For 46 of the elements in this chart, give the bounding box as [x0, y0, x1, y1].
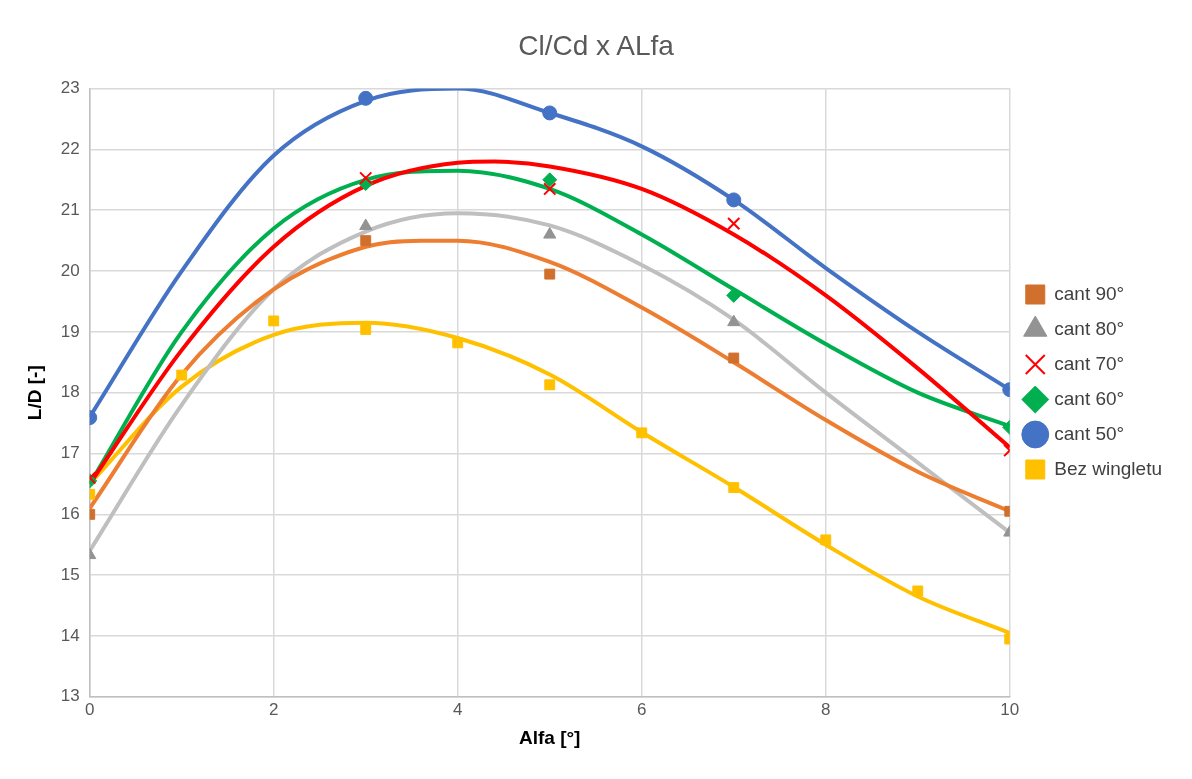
point [728, 482, 740, 494]
legend-label: cant 60° [1054, 387, 1125, 409]
y-tick-label: 23 [60, 78, 80, 98]
point [543, 182, 557, 196]
point [542, 105, 558, 121]
y-tick-label: 13 [60, 686, 80, 706]
x-tick-label: 0 [84, 699, 95, 719]
x-tick-label: 10 [1000, 699, 1020, 719]
point [727, 216, 741, 231]
y-tick-label: 15 [60, 564, 80, 584]
point [268, 315, 280, 327]
point [726, 192, 742, 208]
legend-label: Bez wingletu [1054, 457, 1163, 479]
y-axis-title: L/D [-] [23, 365, 45, 421]
point [728, 352, 740, 364]
chart-title: Cl/Cd x ALfa [518, 29, 675, 61]
point [544, 379, 556, 391]
y-tick-label: 14 [60, 625, 80, 645]
y-tick-label: 19 [60, 321, 80, 341]
y-tick-label: 20 [60, 260, 80, 280]
point [359, 218, 373, 231]
point [360, 324, 372, 335]
point [452, 337, 464, 349]
legend-label: cant 70° [1054, 352, 1125, 374]
legend-label: cant 50° [1054, 422, 1125, 444]
x-tick-label: 8 [821, 699, 831, 719]
point [358, 90, 374, 106]
point [359, 171, 373, 185]
point [360, 235, 372, 247]
point [543, 227, 557, 239]
y-tick-label: 21 [60, 199, 80, 219]
y-tick-label: 17 [60, 443, 80, 463]
x-tick-label: 6 [637, 699, 647, 719]
legend-label: cant 80° [1054, 317, 1125, 339]
point [636, 427, 648, 439]
point [544, 268, 556, 280]
y-tick-label: 18 [60, 382, 80, 402]
x-axis-title: Alfa [°] [519, 726, 581, 748]
point [820, 534, 832, 546]
legend-label: cant 90° [1054, 282, 1125, 304]
point [727, 314, 741, 327]
y-tick-label: 16 [60, 504, 80, 524]
x-tick-label: 2 [268, 699, 279, 719]
x-tick-label: 4 [453, 699, 463, 719]
point [542, 172, 558, 188]
y-tick-label: 22 [60, 139, 80, 159]
